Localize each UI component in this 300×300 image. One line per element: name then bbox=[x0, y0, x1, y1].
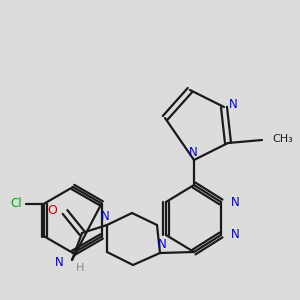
Text: N: N bbox=[158, 238, 166, 251]
Text: H: H bbox=[76, 263, 84, 273]
Text: N: N bbox=[189, 146, 197, 160]
Text: O: O bbox=[47, 203, 57, 217]
Text: N: N bbox=[229, 98, 237, 112]
Text: CH₃: CH₃ bbox=[272, 134, 293, 144]
Text: N: N bbox=[231, 229, 240, 242]
Text: N: N bbox=[100, 211, 109, 224]
Text: N: N bbox=[231, 196, 240, 208]
Text: Cl: Cl bbox=[11, 197, 22, 210]
Text: N: N bbox=[55, 256, 64, 268]
